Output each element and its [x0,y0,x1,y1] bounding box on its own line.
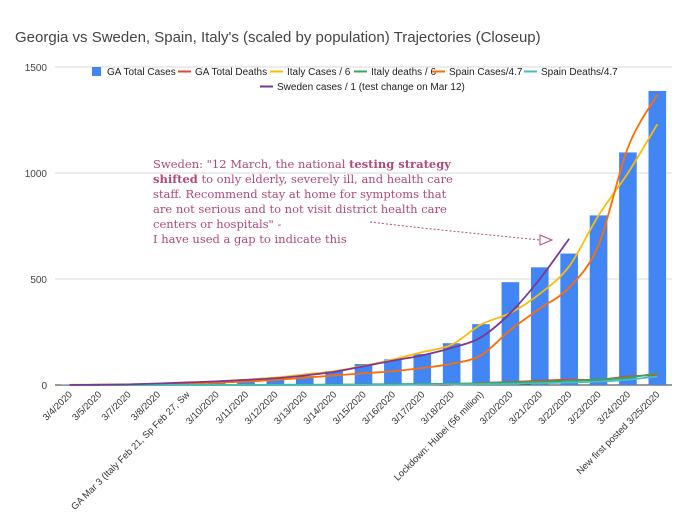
bar [413,354,432,385]
annotation-line6: I have used a gap to indicate this [153,232,347,246]
annotation-line5: centers or hospitals" - [153,217,281,231]
gridlines [55,66,672,386]
annotation-text-start: Sweden: "12 March, the national [153,157,349,171]
line-series [69,94,659,386]
annotation-line4: are not serious and to not visit distric… [153,202,447,216]
bar [354,364,373,385]
bar [266,378,285,385]
legend-swatch [92,67,101,76]
legend-label: Spain Deaths/4.7 [541,67,618,78]
chart-title: Georgia vs Sweden, Spain, Italy's (scale… [15,29,541,46]
bar [589,215,608,385]
y-tick-label: 1000 [25,169,48,180]
legend-label: Italy deaths / 6 [371,67,436,78]
bar [619,152,637,385]
annotation: Sweden: "12 March, the national testing … [153,157,554,246]
series-line [69,238,570,386]
annotation-bold-1: testing strategy [349,157,451,171]
legend-label: Italy Cases / 6 [287,67,351,78]
y-tick-label: 0 [41,381,47,392]
annotation-arrow-line [369,221,541,241]
bar [384,359,402,385]
y-axis-ticks: 0 500 1000 1500 [25,63,48,392]
bar [648,90,667,386]
y-tick-label: 500 [30,275,47,286]
bar [560,253,578,385]
annotation-line2: to only elderly, severely ill, and healt… [198,172,453,186]
series-line [69,375,658,386]
bar [530,267,549,385]
svg-text:Sweden: "12 March, the nationa: Sweden: "12 March, the national testing … [153,157,451,171]
legend: GA Total Cases GA Total Deaths Italy Cases… [92,67,618,93]
y-tick-label: 1500 [25,63,48,74]
legend-label: GA Total Cases [107,67,176,78]
svg-text:shifted to only elderly, sever: shifted to only elderly, severely ill, a… [153,172,453,186]
legend-label: Spain Cases/4.7 [449,67,523,78]
bar-series [60,90,667,386]
annotation-arrow-head [539,234,554,246]
annotation-line3: staff. Recommend stay at home for sympto… [153,187,447,201]
bar [295,376,314,385]
x-tick-label: 3/5/2020 [70,389,104,423]
bar [237,380,255,385]
x-tick-label: 3/4/2020 [41,389,75,423]
x-tick-label: 3/7/2020 [100,389,134,423]
bar [501,282,520,385]
legend-label: GA Total Deaths [195,67,267,78]
legend-label: Sweden cases / 1 (test change on Mar 12) [277,82,465,93]
annotation-bold-2: shifted [153,172,198,186]
